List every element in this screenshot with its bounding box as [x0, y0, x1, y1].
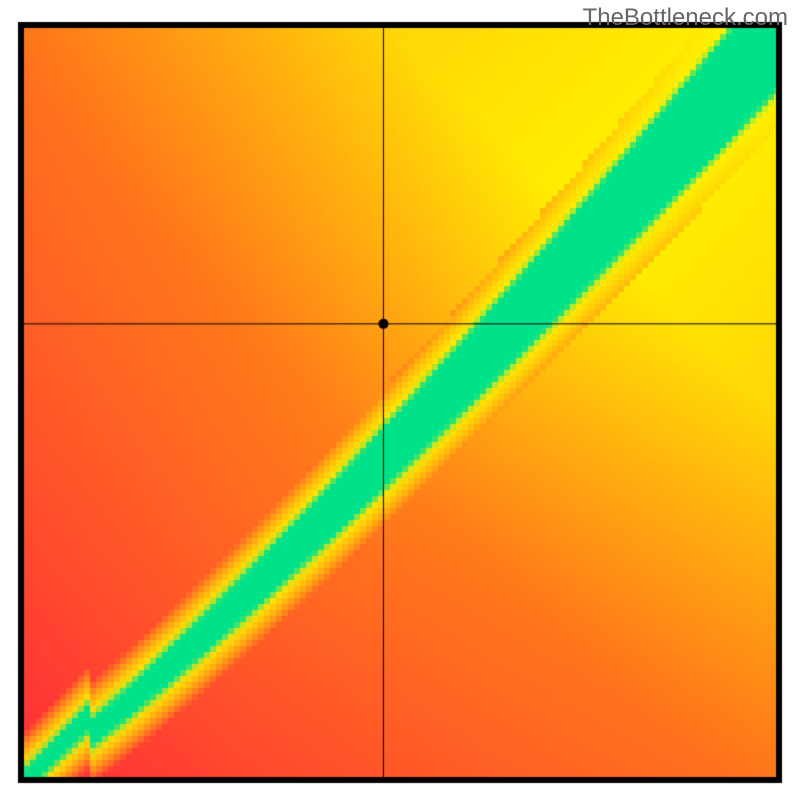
watermark-text: TheBottleneck.com [583, 4, 788, 32]
chart-container: TheBottleneck.com [0, 0, 800, 800]
bottleneck-heatmap [0, 0, 800, 800]
